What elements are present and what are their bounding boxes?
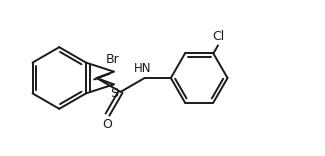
Text: O: O	[103, 118, 112, 131]
Text: HN: HN	[134, 62, 152, 75]
Text: Br: Br	[105, 53, 119, 66]
Text: Cl: Cl	[213, 29, 225, 43]
Text: S: S	[110, 87, 118, 100]
